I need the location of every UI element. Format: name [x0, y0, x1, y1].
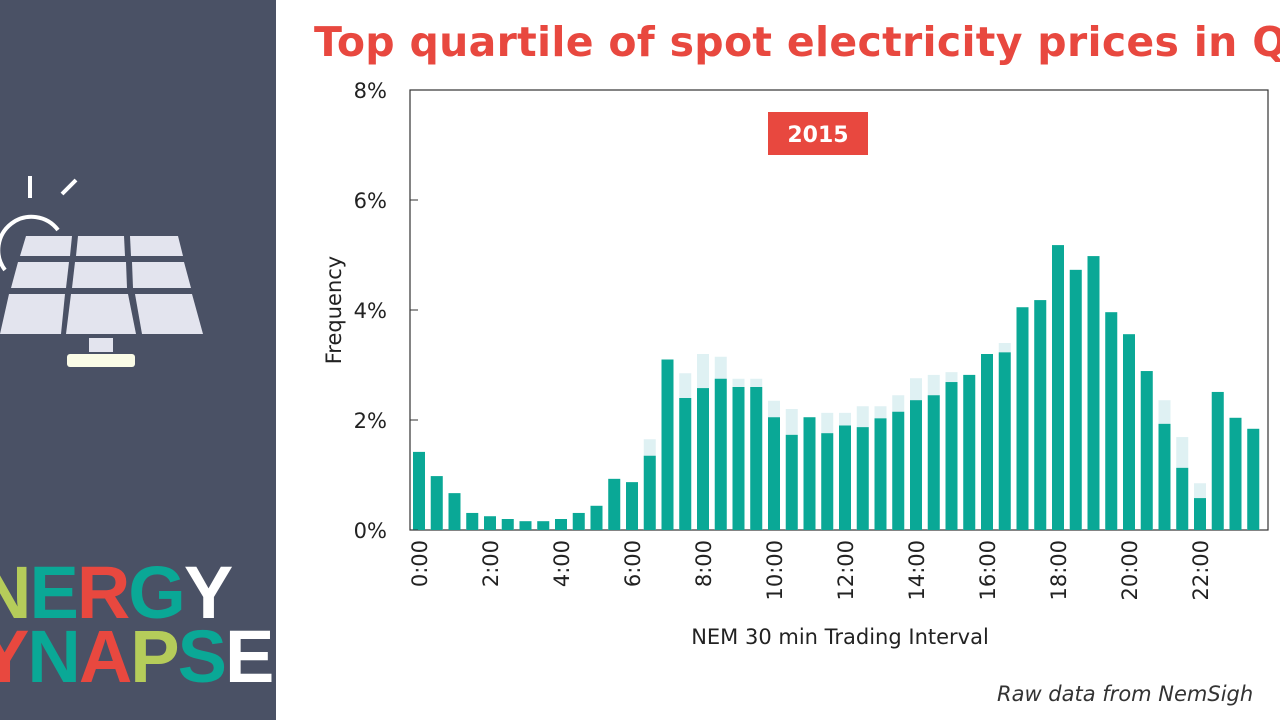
x-tick-label: 14:00 [905, 540, 929, 601]
x-tick-label: 8:00 [692, 540, 716, 587]
bar [750, 387, 763, 530]
bar [501, 519, 514, 530]
bar [714, 378, 727, 530]
bar [697, 388, 709, 530]
bar [537, 521, 550, 530]
bar [1229, 417, 1242, 530]
bar [839, 425, 851, 530]
bar [466, 512, 479, 530]
bar [448, 493, 461, 530]
bar [803, 417, 816, 530]
year-badge [768, 112, 868, 155]
x-tick-label: 0:00 [408, 540, 432, 587]
source-note: Raw data from NemSigh [997, 682, 1254, 706]
bar [1158, 423, 1171, 530]
bar [519, 521, 532, 530]
bar [927, 395, 940, 530]
bar [679, 398, 692, 530]
y-tick-label: 2% [354, 409, 387, 433]
bar [484, 516, 496, 530]
bar [1034, 300, 1047, 530]
bar [1016, 307, 1029, 530]
bar [1105, 312, 1118, 530]
x-tick-label: 6:00 [621, 540, 645, 587]
bar [1211, 391, 1224, 530]
y-tick-label: 4% [354, 299, 387, 323]
bar [1087, 256, 1100, 530]
bar [626, 482, 638, 530]
bar [856, 427, 869, 530]
bar [413, 451, 425, 530]
bar [430, 476, 443, 530]
bar [1247, 428, 1260, 530]
bar [555, 519, 567, 530]
logo-text-line2: YNAPSE [0, 615, 274, 698]
x-tick-label: 16:00 [976, 540, 1000, 601]
bar [1052, 245, 1064, 530]
bar [821, 433, 834, 530]
slide-title: Top quartile of spot electricity prices … [314, 18, 1280, 66]
x-axis-label: NEM 30 min Trading Interval [691, 625, 989, 649]
y-axis-label: Frequency [322, 256, 346, 365]
bar [643, 455, 656, 530]
bar [1194, 498, 1206, 530]
bar [981, 354, 993, 530]
bar [572, 512, 585, 530]
bar [1176, 467, 1189, 530]
bar [785, 434, 798, 530]
y-tick-label: 0% [354, 519, 387, 543]
x-tick-label: 10:00 [763, 540, 787, 601]
bar [963, 374, 976, 530]
bar [768, 417, 780, 530]
bar [1123, 334, 1135, 530]
logo-text-line1: NERGY [0, 551, 233, 634]
bar [910, 400, 922, 530]
x-tick-label: 12:00 [834, 540, 858, 601]
bar [945, 382, 958, 530]
bar [608, 478, 621, 530]
x-tick-label: 2:00 [479, 540, 503, 587]
bar [892, 411, 905, 530]
sidebar: NERGY YNAPSE [0, 0, 276, 720]
bar [661, 359, 674, 530]
y-tick-label: 8% [354, 79, 387, 103]
bar [998, 352, 1011, 530]
bar [1140, 371, 1153, 530]
solar-panel-icon [0, 176, 203, 367]
bar [732, 387, 745, 530]
x-tick-label: 22:00 [1189, 540, 1213, 601]
bar [1069, 269, 1082, 530]
x-tick-label: 4:00 [550, 540, 574, 587]
x-tick-label: 20:00 [1118, 540, 1142, 601]
year-badge-label: 2015 [787, 123, 848, 148]
bar [590, 505, 603, 530]
x-tick-label: 18:00 [1047, 540, 1071, 601]
y-tick-label: 6% [354, 189, 387, 213]
bar [874, 418, 887, 530]
